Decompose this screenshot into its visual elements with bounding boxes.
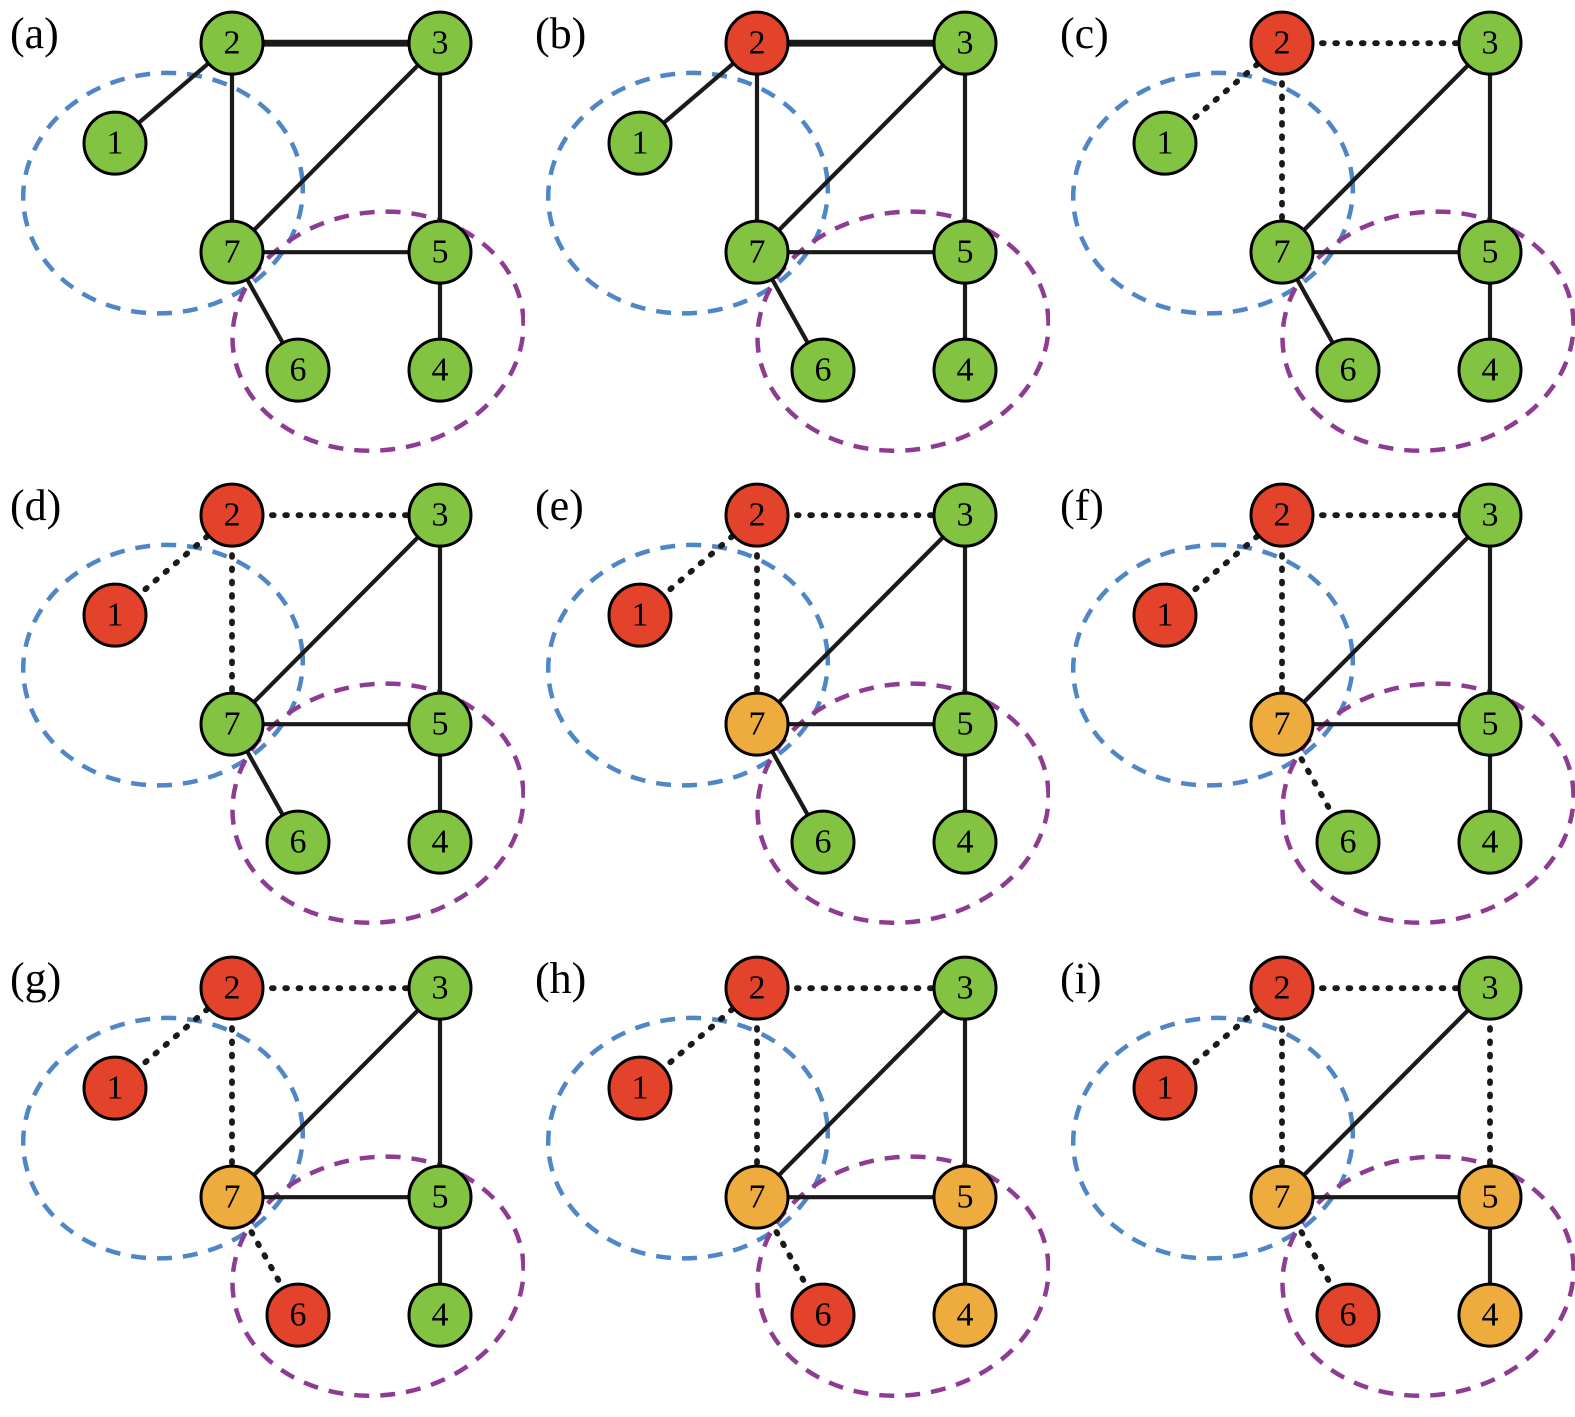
svg-text:4: 4 xyxy=(432,824,449,861)
svg-text:7: 7 xyxy=(224,234,241,271)
svg-text:6: 6 xyxy=(815,1296,832,1333)
svg-text:7: 7 xyxy=(224,1178,241,1215)
svg-text:5: 5 xyxy=(957,706,974,743)
svg-text:1: 1 xyxy=(1157,125,1174,162)
svg-text:4: 4 xyxy=(1482,824,1499,861)
svg-text:1: 1 xyxy=(1157,1069,1174,1106)
svg-text:3: 3 xyxy=(1482,25,1499,62)
svg-text:2: 2 xyxy=(749,969,766,1006)
svg-text:1: 1 xyxy=(632,1069,649,1106)
svg-text:4: 4 xyxy=(957,824,974,861)
svg-text:2: 2 xyxy=(224,497,241,534)
svg-text:3: 3 xyxy=(957,497,974,534)
svg-text:3: 3 xyxy=(957,25,974,62)
svg-text:4: 4 xyxy=(957,352,974,389)
svg-text:1: 1 xyxy=(632,125,649,162)
svg-text:6: 6 xyxy=(290,352,307,389)
svg-text:5: 5 xyxy=(957,234,974,271)
svg-text:2: 2 xyxy=(1274,497,1291,534)
svg-text:4: 4 xyxy=(1482,1296,1499,1333)
svg-text:5: 5 xyxy=(1482,1178,1499,1215)
svg-text:5: 5 xyxy=(432,706,449,743)
svg-text:3: 3 xyxy=(432,497,449,534)
svg-text:1: 1 xyxy=(107,1069,124,1106)
svg-text:7: 7 xyxy=(1274,706,1291,743)
svg-text:6: 6 xyxy=(1340,824,1357,861)
svg-text:6: 6 xyxy=(815,824,832,861)
svg-text:7: 7 xyxy=(749,706,766,743)
svg-text:4: 4 xyxy=(957,1296,974,1333)
svg-text:4: 4 xyxy=(432,1296,449,1333)
svg-text:2: 2 xyxy=(1274,969,1291,1006)
svg-text:5: 5 xyxy=(1482,706,1499,743)
svg-text:2: 2 xyxy=(224,969,241,1006)
svg-text:5: 5 xyxy=(432,234,449,271)
svg-text:2: 2 xyxy=(224,25,241,62)
svg-text:2: 2 xyxy=(1274,25,1291,62)
svg-text:5: 5 xyxy=(1482,234,1499,271)
svg-text:3: 3 xyxy=(432,25,449,62)
svg-text:7: 7 xyxy=(1274,1178,1291,1215)
svg-text:3: 3 xyxy=(432,969,449,1006)
svg-text:1: 1 xyxy=(632,597,649,634)
svg-text:1: 1 xyxy=(107,597,124,634)
svg-text:7: 7 xyxy=(224,706,241,743)
svg-text:7: 7 xyxy=(749,1178,766,1215)
svg-text:4: 4 xyxy=(432,352,449,389)
svg-text:3: 3 xyxy=(957,969,974,1006)
svg-text:2: 2 xyxy=(749,25,766,62)
svg-text:4: 4 xyxy=(1482,352,1499,389)
svg-text:1: 1 xyxy=(107,125,124,162)
svg-text:7: 7 xyxy=(749,234,766,271)
svg-text:3: 3 xyxy=(1482,497,1499,534)
svg-text:6: 6 xyxy=(815,352,832,389)
svg-text:6: 6 xyxy=(1340,352,1357,389)
svg-text:6: 6 xyxy=(1340,1296,1357,1333)
svg-text:7: 7 xyxy=(1274,234,1291,271)
svg-text:5: 5 xyxy=(957,1178,974,1215)
svg-text:2: 2 xyxy=(749,497,766,534)
svg-text:6: 6 xyxy=(290,824,307,861)
svg-text:1: 1 xyxy=(1157,597,1174,634)
svg-text:5: 5 xyxy=(432,1178,449,1215)
svg-text:6: 6 xyxy=(290,1296,307,1333)
svg-text:3: 3 xyxy=(1482,969,1499,1006)
